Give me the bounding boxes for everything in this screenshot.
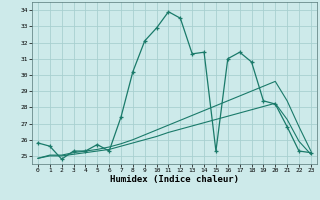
X-axis label: Humidex (Indice chaleur): Humidex (Indice chaleur) [110,175,239,184]
